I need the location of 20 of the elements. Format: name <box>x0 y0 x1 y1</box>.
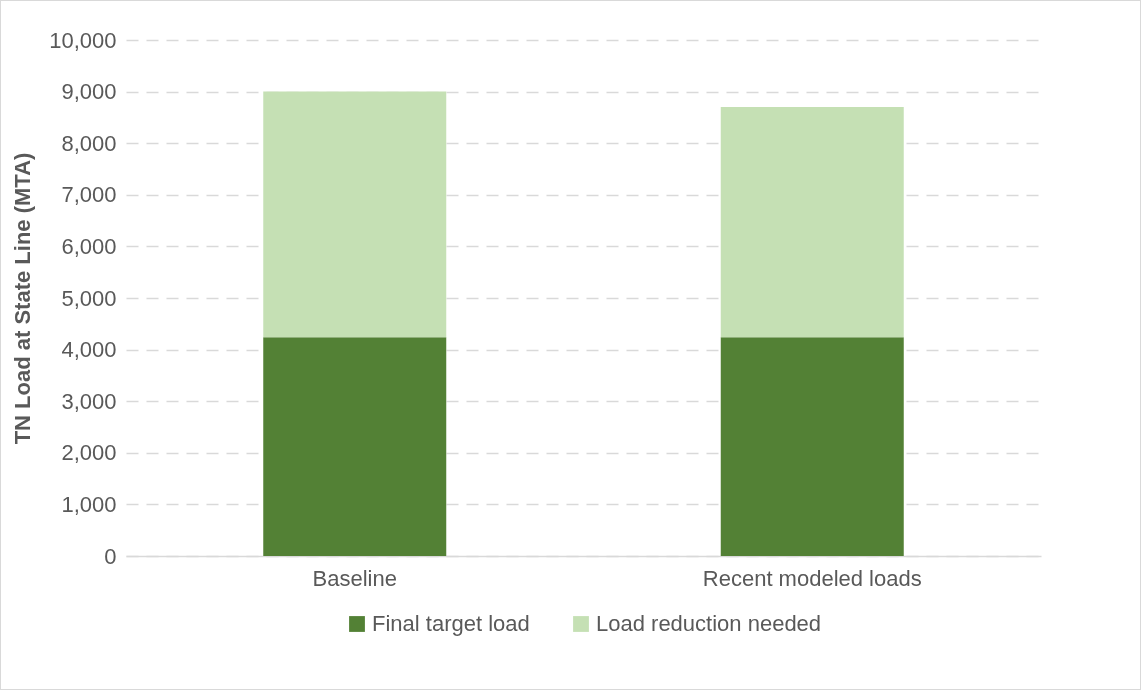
bar <box>263 337 447 556</box>
y-tick-label: 5,000 <box>61 285 117 311</box>
y-tick-label: 9,000 <box>61 79 117 105</box>
y-axis-title: TN Load at State Line (MTA) <box>10 152 36 445</box>
bar <box>720 337 904 556</box>
bar <box>263 91 447 338</box>
bar <box>720 107 904 338</box>
y-tick-label: 4,000 <box>61 337 117 363</box>
x-tick-label: Baseline <box>312 565 397 591</box>
y-tick-label: 7,000 <box>61 182 117 208</box>
y-tick-label: 10,000 <box>49 27 117 53</box>
y-tick-label: 0 <box>104 543 117 569</box>
y-tick-label: 1,000 <box>61 491 117 517</box>
y-tick-label: 8,000 <box>61 130 117 156</box>
legend-label: Final target load <box>372 611 530 636</box>
y-tick-label: 2,000 <box>61 440 117 466</box>
x-tick-label: Recent modeled loads <box>702 565 922 591</box>
y-tick-label: 6,000 <box>61 233 117 259</box>
y-tick-label: 3,000 <box>61 388 117 414</box>
legend-label: Load reduction needed <box>596 611 822 636</box>
